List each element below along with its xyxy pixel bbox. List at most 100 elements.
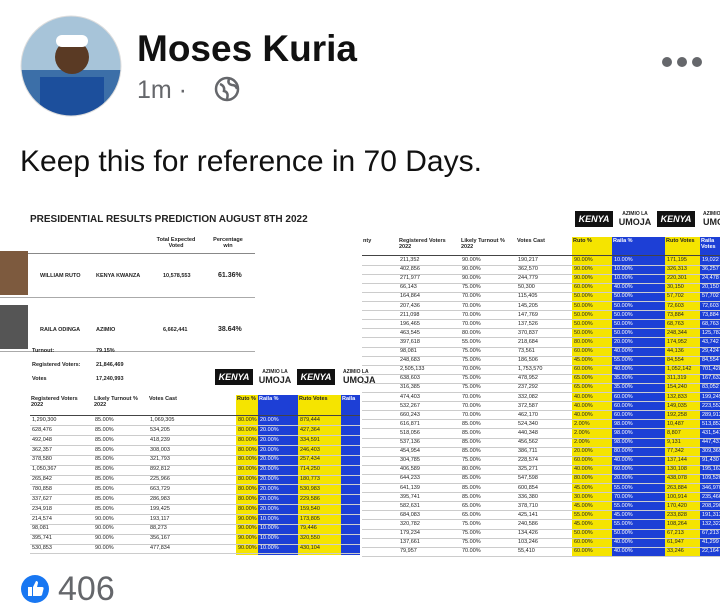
table-cell: 320,550 xyxy=(300,535,320,542)
table-cell: 90.00% xyxy=(238,525,257,532)
table-header: Raila % xyxy=(613,238,633,244)
table-cell: 85.00% xyxy=(95,495,114,502)
table-cell: 192,258 xyxy=(667,411,687,418)
table-line xyxy=(30,415,360,416)
table-header: Votes Cast xyxy=(517,238,546,244)
table-cell: 456,562 xyxy=(518,439,538,445)
table-header: Registered Voters 2022 xyxy=(31,396,78,408)
table-header: Ruto Votes xyxy=(666,238,695,244)
table-cell: 85.00% xyxy=(462,475,481,482)
row-line xyxy=(30,504,360,505)
table-cell: 462,170 xyxy=(518,411,538,418)
table-cell: 70.00% xyxy=(462,311,481,318)
table-cell: 19,022 xyxy=(702,257,719,263)
table-cell: 115,405 xyxy=(518,293,538,300)
table-cell: 80.00% xyxy=(574,338,593,345)
table-cell: 1,050,367 xyxy=(32,466,57,473)
table-cell: 65.00% xyxy=(574,375,593,382)
table-cell: 79,446 xyxy=(300,525,317,532)
table-cell: 57,702 xyxy=(667,293,684,300)
table-cell: 85.00% xyxy=(462,439,481,445)
table-cell: 229,586 xyxy=(300,495,320,502)
row-line xyxy=(362,555,720,557)
like-icon[interactable] xyxy=(20,574,50,604)
table-header: Registered Voters 2022 xyxy=(399,238,446,250)
table-cell: 50.00% xyxy=(574,302,593,309)
post-time[interactable]: 1m · xyxy=(137,76,188,104)
table-cell: 22,164 xyxy=(702,548,719,555)
table-cell: 60.00% xyxy=(574,284,593,291)
table-cell: 186,506 xyxy=(518,357,538,364)
table-cell: 70.00% xyxy=(462,411,481,418)
table-cell: 1,069,305 xyxy=(150,417,175,423)
table-cell: 701,428 xyxy=(702,366,720,373)
row-line xyxy=(362,464,720,466)
table-cell: 334,591 xyxy=(300,436,320,443)
reaction-count[interactable]: 406 xyxy=(58,570,115,608)
table-cell: 164,864 xyxy=(400,293,420,300)
logo-azimio: AZIMIO LA xyxy=(622,211,648,217)
row-line xyxy=(362,373,720,375)
row-line xyxy=(30,494,360,495)
table-cell: 20.00% xyxy=(260,456,279,463)
table-cell: 311,319 xyxy=(667,375,687,382)
table-cell: 304,785 xyxy=(400,457,420,464)
more-menu[interactable] xyxy=(660,55,704,69)
table-cell: 326,313 xyxy=(667,266,687,273)
table-cell: 98,081 xyxy=(400,348,417,354)
table-cell: 80.00% xyxy=(462,329,481,336)
table-cell: 65.00% xyxy=(462,502,481,509)
table-cell: 50.00% xyxy=(614,329,633,336)
table-cell: 85.00% xyxy=(95,466,114,473)
row-line xyxy=(362,483,720,484)
table-cell: 24,478 xyxy=(702,275,719,282)
table-cell: 240,586 xyxy=(518,520,538,527)
table-cell: 85.00% xyxy=(95,436,114,443)
table-cell: 454,954 xyxy=(400,448,420,455)
table-cell: 90.00% xyxy=(574,257,593,263)
table-cell: 530,983 xyxy=(300,485,320,492)
table-cell: 55.00% xyxy=(462,338,481,345)
table-cell: 170,420 xyxy=(667,502,687,509)
table-cell: 402,856 xyxy=(400,266,420,273)
table-cell: 45.00% xyxy=(574,502,593,509)
table-cell: 41,299 xyxy=(702,539,719,546)
table-cell: 438,078 xyxy=(667,475,687,482)
table-cell: 67,213 xyxy=(702,530,719,536)
table-cell: 75.00% xyxy=(462,520,481,527)
table-cell: 30,150 xyxy=(667,284,684,291)
summary-header: Percentage win xyxy=(213,237,243,249)
table-cell: 641,139 xyxy=(400,484,420,491)
summary-line xyxy=(0,351,255,352)
row-line xyxy=(362,401,720,402)
stat-value: 17,240,993 xyxy=(96,376,124,382)
table-cell: 492,048 xyxy=(32,436,52,443)
row-line xyxy=(362,419,720,420)
table-cell: 537,136 xyxy=(400,439,420,445)
table-line xyxy=(362,255,720,256)
table-cell: 80.00% xyxy=(238,485,257,492)
table-cell: 289,912 xyxy=(702,411,720,418)
row-line xyxy=(30,464,360,466)
table-cell: 20.00% xyxy=(260,417,279,423)
column-fill xyxy=(665,237,700,557)
table-header: Ruto % xyxy=(237,396,256,402)
table-cell: 85.00% xyxy=(95,505,114,512)
logo-azimio: AZIMIO LA xyxy=(343,369,369,375)
table-cell: 397,618 xyxy=(400,338,420,345)
row-line xyxy=(362,410,720,411)
summary-header: Total Expected Voted xyxy=(156,237,196,249)
avatar[interactable] xyxy=(20,15,122,117)
candidate-name: RAILA ODINGA xyxy=(40,327,81,333)
author-name[interactable]: Moses Kuria xyxy=(137,28,358,69)
table-cell: 660,243 xyxy=(400,411,420,418)
post-image[interactable]: PRESIDENTIAL RESULTS PREDICTION AUGUST 8… xyxy=(0,205,720,557)
table-cell: 356,167 xyxy=(150,535,170,542)
table-cell: 10.00% xyxy=(614,275,633,282)
time[interactable]: 1m xyxy=(137,76,172,104)
table-cell: 125,783 xyxy=(702,329,720,336)
table-cell: 85.00% xyxy=(95,485,114,492)
table-cell: 463,545 xyxy=(400,329,420,336)
table-cell: 228,574 xyxy=(518,457,538,464)
table-cell: 263,884 xyxy=(667,484,687,491)
